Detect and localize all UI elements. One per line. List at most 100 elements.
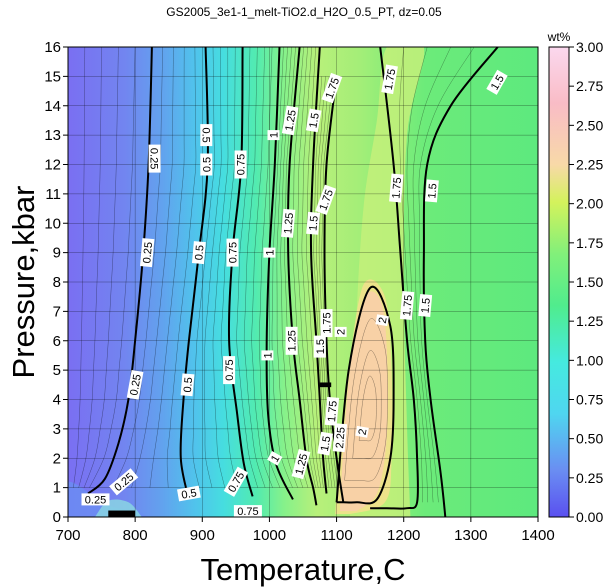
thin-contour [276, 47, 298, 488]
contour-label-bg [334, 326, 347, 337]
contour-label: 1.75 [399, 291, 415, 320]
y-tick-label: 3 [53, 421, 61, 438]
data-gap-marker [108, 510, 136, 517]
thin-contour [297, 47, 319, 488]
colorbar-tick-label: 1.25 [576, 313, 603, 329]
contour-label: 2 [375, 314, 390, 327]
plot-area: 0.250.250.250.250.250.50.50.50.50.5 0.750… [68, 47, 538, 517]
contour-label-bg [177, 485, 201, 502]
chart-title: GS2005_3e1-1_melt-TiO2.d_H2O_0.5_PT, dz=… [166, 5, 442, 19]
contour-label-bg [200, 124, 213, 147]
contour-label: 2 [355, 425, 370, 438]
contour-label-bg [148, 144, 161, 173]
contour-label-text: 1.5 [307, 215, 320, 231]
thin-contour [83, 47, 119, 488]
contour-label-bg [315, 184, 337, 216]
contour-label-bg [291, 449, 311, 480]
contour-label-bg [424, 179, 439, 203]
contour-label-bg [305, 108, 322, 133]
contour-label-text: 0.25 [148, 148, 160, 169]
contour-label: 1.5 [317, 431, 334, 456]
colorbar-tick-label: 2.00 [576, 196, 603, 212]
thin-contour [192, 47, 215, 488]
contour-label-text: 0.5 [201, 157, 213, 172]
contour-line-2 [335, 285, 395, 505]
colorbar-tick-label: 0.50 [576, 431, 603, 447]
thin-contour [243, 47, 266, 488]
x-tick-label: 800 [123, 527, 148, 544]
y-tick-label: 0 [53, 509, 61, 526]
contour-label: 1.75 [389, 173, 404, 203]
contour-label-bg [399, 291, 415, 320]
low-pressure-patch [68, 481, 149, 517]
contour-label-bg [281, 105, 299, 136]
contour-label: 1.25 [281, 208, 296, 238]
contour-label-bg [223, 466, 249, 497]
contour-label: 0.5 [180, 373, 195, 397]
contour-label: 1.5 [313, 335, 327, 358]
contour-label-bg [320, 309, 333, 338]
contour-label: 0.5 [177, 485, 201, 502]
contour-label-text: 1 [269, 132, 281, 138]
thin-contour [89, 47, 136, 488]
y-tick-label: 1 [53, 480, 61, 497]
contour-label-bg [306, 211, 321, 235]
contour-label-bg [180, 373, 195, 397]
contour-label-text: 0.75 [224, 359, 236, 380]
contour-label: 1.5 [305, 108, 322, 133]
contour-label-text: 2.25 [334, 427, 348, 449]
contour-label-text: 0.5 [180, 487, 197, 501]
y-tick-label: 11 [45, 186, 61, 203]
contour-label-bg [223, 356, 236, 385]
thin-contour [251, 47, 273, 488]
contour-label: 0.75 [233, 505, 262, 517]
y-tick-label: 2 [53, 450, 61, 467]
y-tick-label: 10 [44, 215, 61, 232]
thin-contour [358, 375, 377, 442]
colorbar-tick-label: 2.25 [576, 157, 603, 173]
contour-label: 0.5 [191, 241, 207, 265]
contour-label-text: 1.75 [383, 68, 399, 91]
y-tick-label: 16 [44, 39, 61, 56]
contour-label-bg [261, 350, 274, 361]
contour-label: 1 [267, 130, 281, 141]
contour-label: 1.75 [320, 309, 334, 338]
y-tick-label: 8 [53, 274, 61, 291]
colorbar-tick-label: 0.75 [576, 392, 603, 408]
colorbar-tick-label: 1.00 [576, 352, 603, 368]
y-tick-label: 13 [44, 127, 61, 144]
colorbar-tick-label: 1.75 [576, 235, 603, 251]
contour-label-text: 2 [336, 329, 348, 335]
contour-label: 1.75 [381, 64, 399, 95]
contour-label-bg [317, 431, 334, 456]
contour-label-text: 1.75 [322, 312, 334, 333]
x-tick-label: 1400 [521, 527, 554, 544]
x-tick-label: 1000 [253, 527, 286, 544]
colorbar-tick-label: 0.00 [576, 509, 603, 525]
thin-contour [344, 318, 388, 482]
contour-label-text: 1 [264, 250, 276, 256]
thin-contour [78, 47, 102, 488]
contour-label-bg [355, 425, 369, 438]
contour-label-bg [285, 326, 298, 355]
contour-label-text: 1.5 [426, 183, 439, 199]
contour-label-bg [233, 505, 262, 517]
thin-contour [212, 47, 229, 488]
contour-label-bg [81, 493, 110, 506]
contour-label-bg [324, 396, 340, 426]
contour-label-bg [200, 153, 213, 176]
contour-label-text: 0.25 [128, 373, 144, 396]
x-tick-label: 1100 [320, 527, 352, 544]
contour-line-1.5-left [309, 47, 328, 494]
contour-label-bg [109, 468, 139, 496]
x-tick-label: 1300 [454, 527, 487, 544]
contour-label-text: 0.5 [199, 127, 211, 142]
contour-label-bg [263, 247, 276, 258]
contour-label-text: 0.75 [228, 242, 240, 263]
y-tick-label: 5 [53, 362, 61, 379]
contour-label: 2.25 [332, 423, 348, 453]
thin-contour [292, 47, 316, 488]
contour-label-text: 1.75 [401, 294, 415, 316]
